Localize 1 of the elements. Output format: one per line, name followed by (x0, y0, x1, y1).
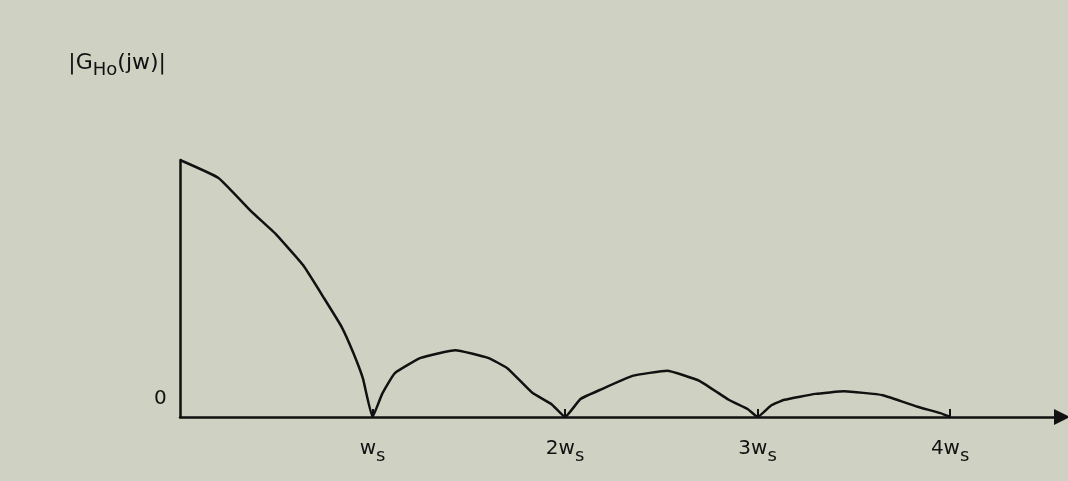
text: 0 (154, 385, 167, 409)
